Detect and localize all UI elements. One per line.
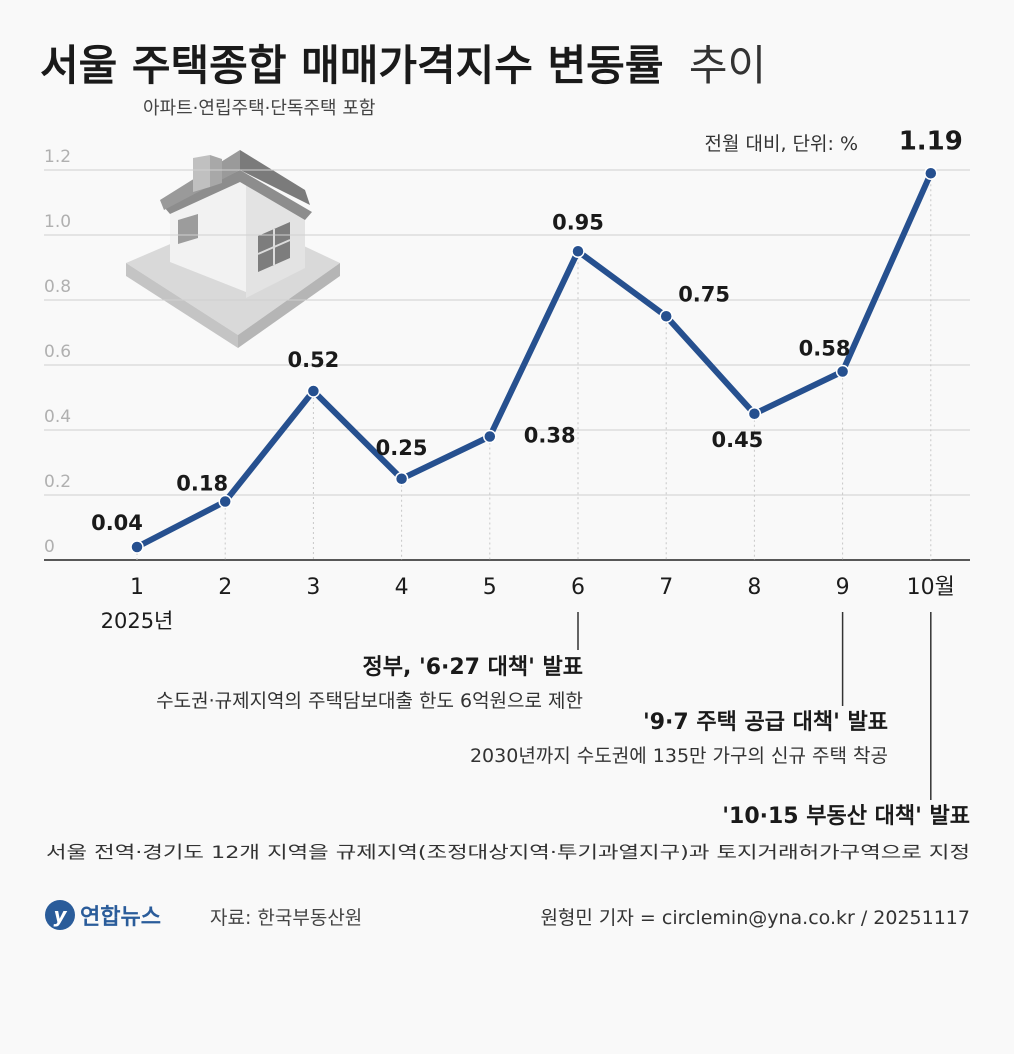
title-bold: 서울 주택종합 매매가격지수 변동률 <box>40 41 663 90</box>
subtitle: 아파트·연립주택·단독주택 포함 <box>143 98 375 119</box>
data-label: 0.38 <box>524 424 576 448</box>
annotation-627: 정부, '6·27 대책' 발표 수도권·규제지역의 주택담보대출 한도 6억원… <box>156 655 583 712</box>
yonhap-logo-text: 연합뉴스 <box>80 904 161 930</box>
data-point <box>218 494 232 509</box>
data-point <box>835 364 850 379</box>
drop-lines <box>136 179 932 560</box>
data-point <box>924 166 938 180</box>
unit-note: 전월 대비, 단위: % <box>705 133 859 155</box>
x-tick-label: 2 <box>218 575 232 600</box>
x-tick-label: 10월 <box>907 575 955 600</box>
x-tick-label: 6 <box>571 575 585 600</box>
y-tick-label: 0.6 <box>44 342 71 362</box>
x-axis-year-label: 2025년 <box>101 609 174 633</box>
y-tick-label: 1.0 <box>44 212 71 232</box>
annotation-1015-headline: '10·15 부동산 대책' 발표 <box>722 804 970 829</box>
y-tick-label: 0.4 <box>44 407 71 427</box>
x-tick-label: 5 <box>483 575 497 600</box>
grid <box>44 169 970 561</box>
data-label: 0.18 <box>176 472 228 496</box>
data-label: 0.04 <box>91 511 143 535</box>
data-label: 0.95 <box>552 210 604 234</box>
x-tick-label: 3 <box>306 575 320 600</box>
y-tick-label: 0.2 <box>44 472 71 492</box>
data-point <box>394 472 409 486</box>
data-point <box>483 429 497 444</box>
data-point <box>747 407 762 421</box>
value-labels: 0.04 0.18 0.52 0.25 0.38 0.95 0.75 0.45 0.58 1.19 <box>91 126 963 535</box>
house-icon <box>126 150 340 348</box>
annotation-97: '9·7 주택 공급 대책' 발표 2030년까지 수도권에 135만 가구의 … <box>470 710 888 767</box>
data-label: 0.45 <box>711 428 763 452</box>
credit-text: 원형민 기자 = circlemin@yna.co.kr / 20251117 <box>540 907 970 929</box>
annotation-97-detail: 2030년까지 수도권에 135만 가구의 신규 주택 착공 <box>470 745 888 767</box>
data-point <box>306 384 321 398</box>
svg-text:y: y <box>53 903 67 927</box>
data-point <box>571 244 585 258</box>
data-point <box>659 309 673 323</box>
data-label: 0.75 <box>678 282 730 306</box>
annotation-1015: '10·15 부동산 대책' 발표 서울 전역·경기도 12개 지역을 규제지역… <box>46 804 970 863</box>
x-tick-label: 9 <box>836 575 850 600</box>
x-tick-label: 8 <box>747 575 761 600</box>
x-axis: 1 2 3 4 5 6 7 8 9 10월 <box>130 575 955 600</box>
annotation-97-headline: '9·7 주택 공급 대책' 발표 <box>643 710 888 735</box>
data-label: 0.52 <box>287 348 339 372</box>
series-markers <box>130 166 938 554</box>
chart-title: 서울 주택종합 매매가격지수 변동률 추이 <box>40 41 766 90</box>
data-label: 1.19 <box>899 126 963 156</box>
annotation-leaders <box>577 612 932 800</box>
annotation-627-detail: 수도권·규제지역의 주택담보대출 한도 6억원으로 제한 <box>156 690 583 712</box>
y-tick-label: 0.8 <box>44 277 71 297</box>
x-tick-label: 1 <box>130 575 144 600</box>
y-tick-label: 0 <box>44 537 55 557</box>
source-text: 자료: 한국부동산원 <box>210 907 362 929</box>
y-tick-label: 1.2 <box>44 147 71 167</box>
title-light: 추이 <box>689 41 766 90</box>
data-label: 0.58 <box>799 337 851 361</box>
annotation-627-headline: 정부, '6·27 대책' 발표 <box>362 655 583 680</box>
x-tick-label: 7 <box>659 575 673 600</box>
data-point <box>130 540 144 554</box>
data-label: 0.25 <box>376 436 428 460</box>
series-line <box>134 170 934 550</box>
x-tick-label: 4 <box>395 575 409 600</box>
yonhap-logo-icon: y <box>45 900 75 930</box>
y-axis: 0 0.2 0.4 0.6 0.8 1.0 1.2 <box>44 147 71 557</box>
annotation-1015-detail: 서울 전역·경기도 12개 지역을 규제지역(조정대상지역·투기과열지구)과 토… <box>46 843 970 863</box>
